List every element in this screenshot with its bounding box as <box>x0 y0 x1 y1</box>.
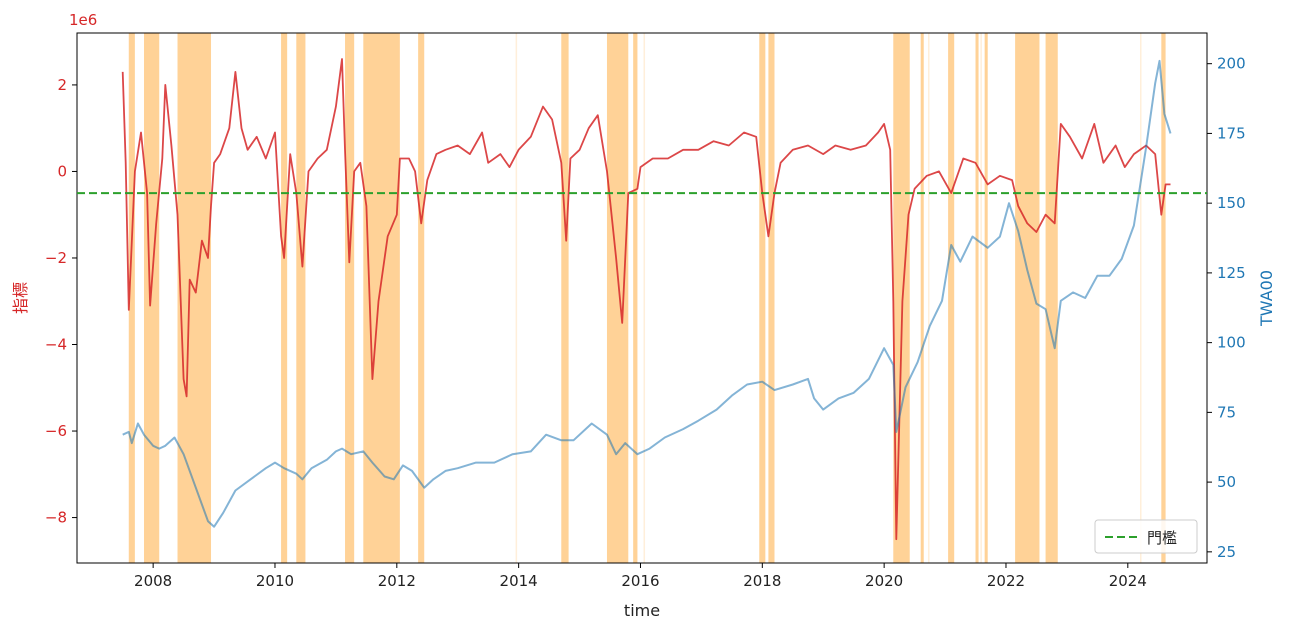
shaded-periods <box>128 33 1166 563</box>
faint-shaded-period-1 <box>643 33 646 563</box>
shaded-period-12 <box>768 33 775 563</box>
shaded-period-16 <box>975 33 979 563</box>
shaded-period-8 <box>561 33 569 563</box>
x-tick-label-2020: 2020 <box>865 572 903 590</box>
shaded-period-7 <box>418 33 425 563</box>
shaded-period-14 <box>920 33 924 563</box>
x-tick-label-2014: 2014 <box>500 572 538 590</box>
faint-shaded-period-2 <box>928 33 930 563</box>
faint-shaded-period-0 <box>515 33 518 563</box>
series-line-twa00 <box>122 59 1172 528</box>
series-line-indicator <box>121 58 1171 541</box>
axes: 2008 2010 2012 2014 2016 2018 2020 2022 2024 2 0 −2… <box>45 55 1246 590</box>
right-axis-title: TWA00 <box>1257 270 1276 327</box>
left-tick-label-4: −6 <box>45 422 67 440</box>
x-axis-title: time <box>624 601 660 620</box>
x-tick-label-2016: 2016 <box>621 572 659 590</box>
shaded-period-0 <box>128 33 135 563</box>
left-tick-label-2: −2 <box>45 249 67 267</box>
left-tick-label-0: 2 <box>57 76 67 94</box>
shaded-period-9 <box>606 33 629 563</box>
left-axis-title: 指標 <box>11 282 30 314</box>
shaded-period-4 <box>296 33 306 563</box>
legend: 門檻 <box>1094 519 1198 554</box>
right-tick-label-6: 175 <box>1217 124 1246 142</box>
faint-shaded-period-3 <box>980 33 982 563</box>
shaded-period-11 <box>759 33 766 563</box>
plot-border <box>76 32 1208 564</box>
legend-threshold-label: 門檻 <box>1147 529 1177 547</box>
x-tick-label-2008: 2008 <box>134 572 172 590</box>
shaded-period-2 <box>177 33 212 563</box>
faint-shaded-period-4 <box>1139 33 1142 563</box>
shaded-period-3 <box>281 33 288 563</box>
shaded-period-15 <box>948 33 955 563</box>
right-tick-label-4: 125 <box>1217 264 1246 282</box>
right-tick-label-2: 75 <box>1217 403 1236 421</box>
x-tick-label-2018: 2018 <box>743 572 781 590</box>
shaded-period-20 <box>1161 33 1166 563</box>
left-tick-label-5: −8 <box>45 509 67 527</box>
shaded-period-17 <box>984 33 988 563</box>
x-tick-label-2024: 2024 <box>1109 572 1147 590</box>
shaded-period-5 <box>345 33 355 563</box>
series-layer <box>77 58 1207 541</box>
right-tick-label-0: 25 <box>1217 543 1236 561</box>
x-tick-label-2022: 2022 <box>987 572 1025 590</box>
right-tick-label-1: 50 <box>1217 473 1236 491</box>
shaded-period-1 <box>144 33 160 563</box>
shaded-period-19 <box>1045 33 1058 563</box>
plot-frame <box>76 32 1208 564</box>
x-tick-label-2010: 2010 <box>256 572 294 590</box>
left-tick-label-1: 0 <box>57 162 67 180</box>
shaded-period-10 <box>633 33 638 563</box>
x-tick-label-2012: 2012 <box>378 572 416 590</box>
left-tick-label-3: −4 <box>45 336 67 354</box>
right-tick-label-7: 200 <box>1217 55 1246 73</box>
right-tick-label-5: 150 <box>1217 194 1246 212</box>
left-axis-scale-note: 1e6 <box>69 11 97 29</box>
legend-box <box>1094 519 1198 554</box>
right-tick-label-3: 100 <box>1217 334 1246 352</box>
